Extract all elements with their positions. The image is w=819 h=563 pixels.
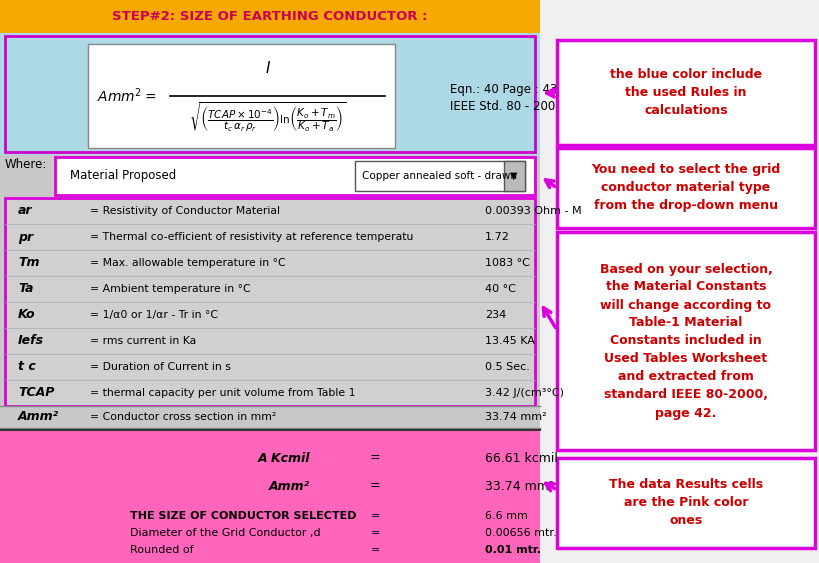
Text: Diameter of the Grid Conductor ,d: Diameter of the Grid Conductor ,d [130,528,320,538]
Text: = Conductor cross section in mm²: = Conductor cross section in mm² [90,412,276,422]
Text: 0.5 Sec.: 0.5 Sec. [485,362,530,372]
Text: 66.61 kcmil: 66.61 kcmil [485,452,558,464]
Text: 33.74 mm²: 33.74 mm² [485,412,546,422]
Text: $\mathit{Amm}^2 = $: $\mathit{Amm}^2 = $ [97,87,156,105]
Text: $\sqrt{\left(\dfrac{TCAP\times10^{-4}}{t_c\,\alpha_r\,\rho_r}\right)\ln\!\left(\: $\sqrt{\left(\dfrac{TCAP\times10^{-4}}{t… [189,101,346,135]
Text: 33.74 mm²: 33.74 mm² [485,480,554,493]
Text: Based on your selection,
the Material Constants
will change according to
Table-1: Based on your selection, the Material Co… [600,262,772,419]
Text: 40 °C: 40 °C [485,284,516,294]
Text: Tm: Tm [18,257,39,270]
Text: = Resistivity of Conductor Material: = Resistivity of Conductor Material [90,206,280,216]
Text: Copper annealed soft - drawn: Copper annealed soft - drawn [362,171,517,181]
Text: 1.72: 1.72 [485,232,510,242]
Text: $\mathit{I}$: $\mathit{I}$ [265,60,271,76]
Bar [557,458,815,548]
Bar [5,198,535,406]
Bar [0,430,540,563]
Text: =: = [370,545,380,555]
Text: Material Proposed: Material Proposed [70,169,176,182]
Text: t c: t c [18,360,36,373]
Text: ▼: ▼ [510,171,518,181]
Text: pr: pr [18,230,33,244]
Text: Amm²: Amm² [18,410,59,423]
Bar [504,161,525,191]
Text: STEP#2: SIZE OF EARTHING CONDUCTOR :: STEP#2: SIZE OF EARTHING CONDUCTOR : [112,11,428,24]
Text: TCAP: TCAP [18,387,54,400]
Bar [355,161,525,191]
Text: = Thermal co-efficient of resistivity at reference temperatu: = Thermal co-efficient of resistivity at… [90,232,414,242]
Bar [0,0,540,33]
Text: A Kcmil: A Kcmil [257,452,310,464]
Text: =: = [369,452,380,464]
Text: Rounded of: Rounded of [130,545,193,555]
Text: Ko: Ko [18,309,35,321]
Bar [88,44,395,148]
Text: Amm²: Amm² [269,480,310,493]
Text: = rms current in Ka: = rms current in Ka [90,336,197,346]
Text: 6.6 mm: 6.6 mm [485,511,528,521]
Text: You need to select the grid
conductor material type
from the drop-down menu: You need to select the grid conductor ma… [591,163,781,212]
Text: The data Results cells
are the Pink color
ones: The data Results cells are the Pink colo… [609,479,763,528]
Text: 13.45 KA: 13.45 KA [485,336,535,346]
Text: = thermal capacity per unit volume from Table 1: = thermal capacity per unit volume from … [90,388,355,398]
Text: Ta: Ta [18,283,34,296]
Text: 3.42 J/(cm³°C): 3.42 J/(cm³°C) [485,388,564,398]
Text: = Duration of Current in s: = Duration of Current in s [90,362,231,372]
Bar [0,155,540,172]
Text: 0.00393 Ohm - M: 0.00393 Ohm - M [485,206,581,216]
Text: Where:: Where: [5,158,48,171]
Text: THE SIZE OF CONDUCTOR SELECTED: THE SIZE OF CONDUCTOR SELECTED [130,511,356,521]
Text: Eqn.: 40 Page : 43: Eqn.: 40 Page : 43 [450,83,558,96]
Text: = Ambient temperature in °C: = Ambient temperature in °C [90,284,251,294]
Text: =: = [370,528,380,538]
Bar [557,40,815,145]
Text: 0.00656 mtr.: 0.00656 mtr. [485,528,557,538]
Text: IEEE Std. 80 - 2000: IEEE Std. 80 - 2000 [450,100,563,113]
Text: =: = [370,511,380,521]
Bar [557,232,815,450]
Text: ar: ar [18,204,33,217]
Bar [55,157,535,195]
Text: 1083 °C: 1083 °C [485,258,530,268]
Text: 234: 234 [485,310,506,320]
Bar [557,148,815,228]
Text: Iefs: Iefs [18,334,44,347]
Text: = Max. allowable temperature in °C: = Max. allowable temperature in °C [90,258,286,268]
Bar [540,0,819,563]
Bar [5,36,535,152]
Bar [0,33,540,155]
Text: = 1/α0 or 1/αr - Tr in °C: = 1/α0 or 1/αr - Tr in °C [90,310,218,320]
Bar [0,406,540,428]
Text: the blue color include
the used Rules in
calculations: the blue color include the used Rules in… [610,68,762,117]
Text: 0.01 mtr.: 0.01 mtr. [485,545,541,555]
Text: =: = [369,480,380,493]
